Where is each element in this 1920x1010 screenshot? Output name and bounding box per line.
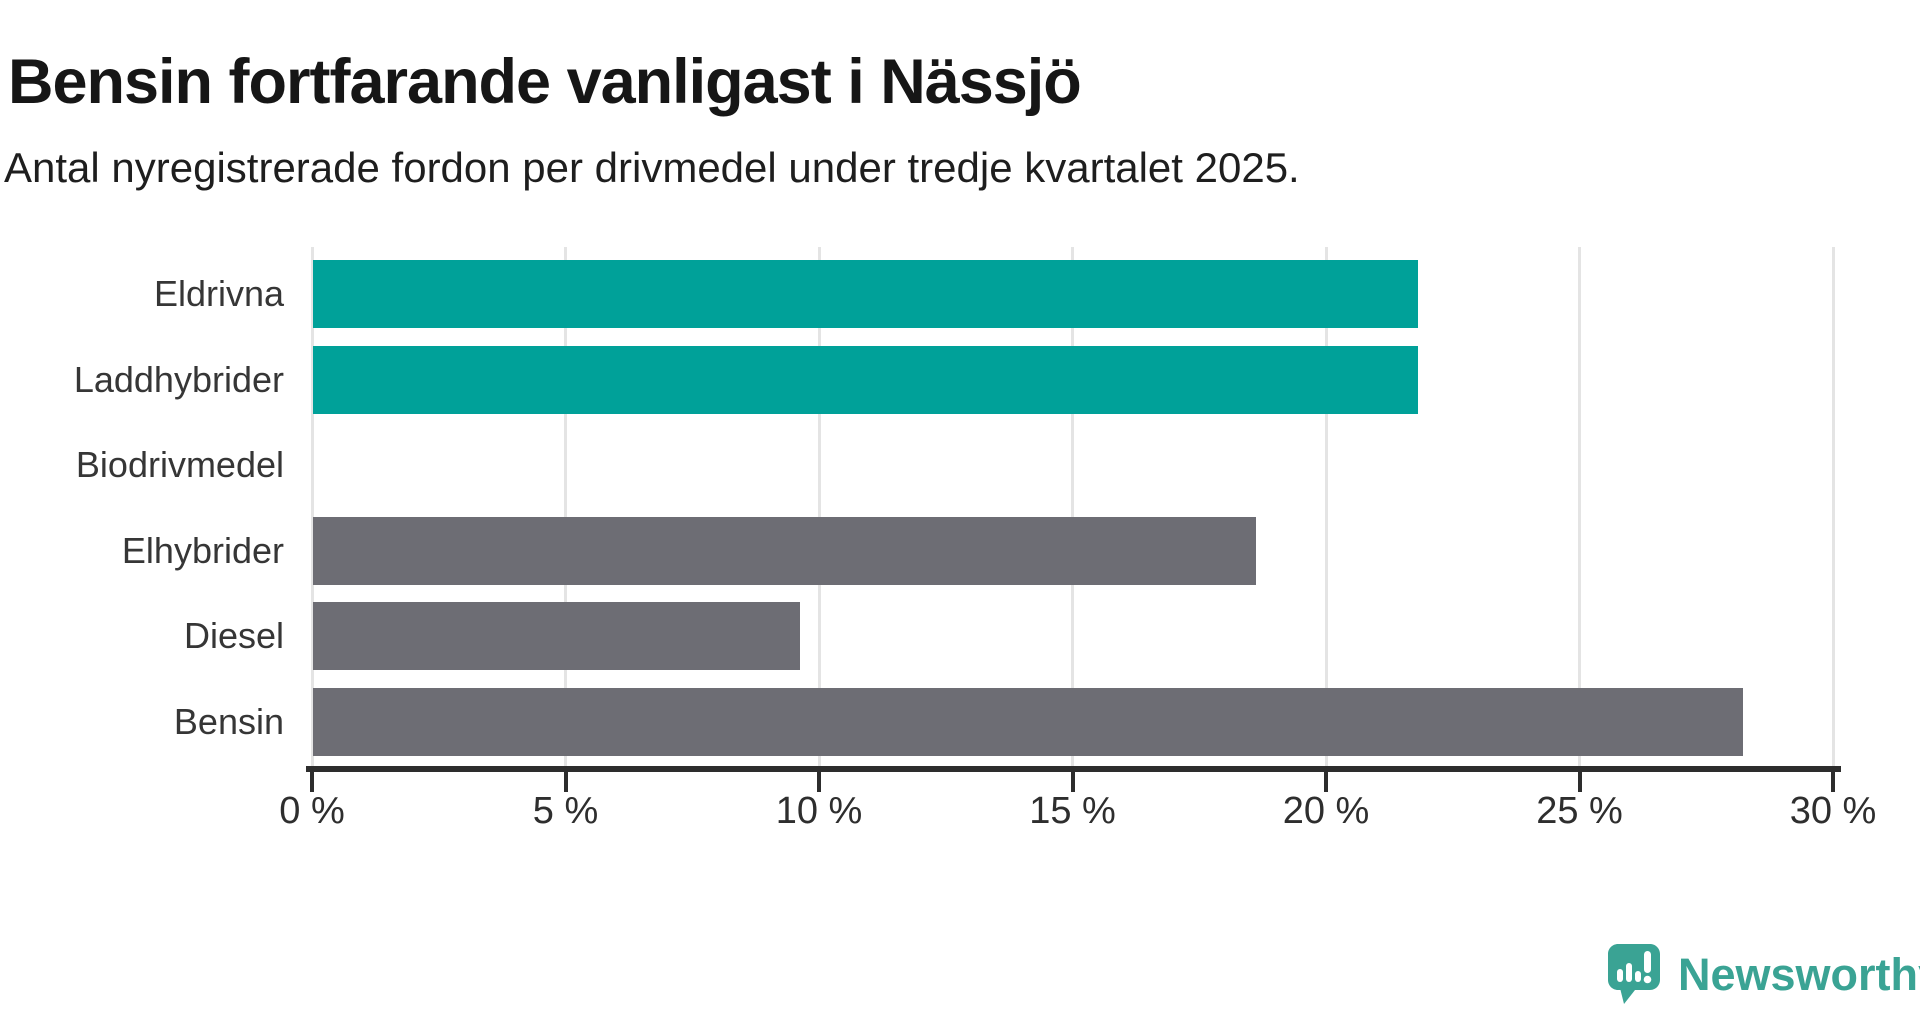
category-label: Diesel [183,615,284,656]
bar-eldrivna [313,260,1419,328]
chart-title: Bensin fortfarande vanligast i Nässjö [8,47,1082,118]
x-axis-tick-20 [1324,766,1328,792]
category-label: Bensin [173,700,284,742]
x-axis-tick-30 [1831,766,1835,792]
chart-subtitle: Antal nyregistrerade fordon per drivmede… [4,144,1300,191]
bar-elhybrider [313,516,1257,585]
newsworthy-logo-text: Newsworthy [1678,949,1920,1000]
gridline-20-pct [1324,247,1328,766]
category-label: Biodrivmedel [75,444,284,485]
category-label: Elhybrider [121,529,284,571]
bar-bensin [313,687,1743,756]
gridline-30-pct [1831,247,1835,766]
x-axis-tick-15 [1070,766,1075,792]
bar-laddhybrider [313,345,1419,414]
x-axis-tick-label: 20 % [1282,790,1370,832]
category-label: Eldrivna [153,273,284,314]
newsworthy-logo: Newsworthy [1608,944,1920,1006]
x-axis-tick-label: 30 % [1789,790,1877,832]
gridline-25-pct [1578,247,1581,766]
x-axis-tick-25 [1577,766,1582,792]
x-axis-tick-label: 15 % [1029,790,1116,832]
x-axis-tick-10 [817,766,821,792]
x-axis-tick-label: 5 % [532,790,599,832]
newsworthy-bubble-chart-icon [1608,944,1660,1004]
gridline-5-pct [564,247,567,766]
x-axis-tick-label: 0 % [279,790,345,832]
x-axis-tick-5 [563,766,568,792]
bar-diesel [313,602,800,670]
x-axis-tick-label: 10 % [775,790,863,832]
category-label: Laddhybrider [73,358,284,400]
gridline-10-pct [817,247,821,766]
x-axis-tick-label: 25 % [1536,790,1623,832]
gridline-0-pct [310,247,314,766]
gridline-15-pct [1071,247,1074,766]
x-axis-tick-0 [310,766,314,792]
